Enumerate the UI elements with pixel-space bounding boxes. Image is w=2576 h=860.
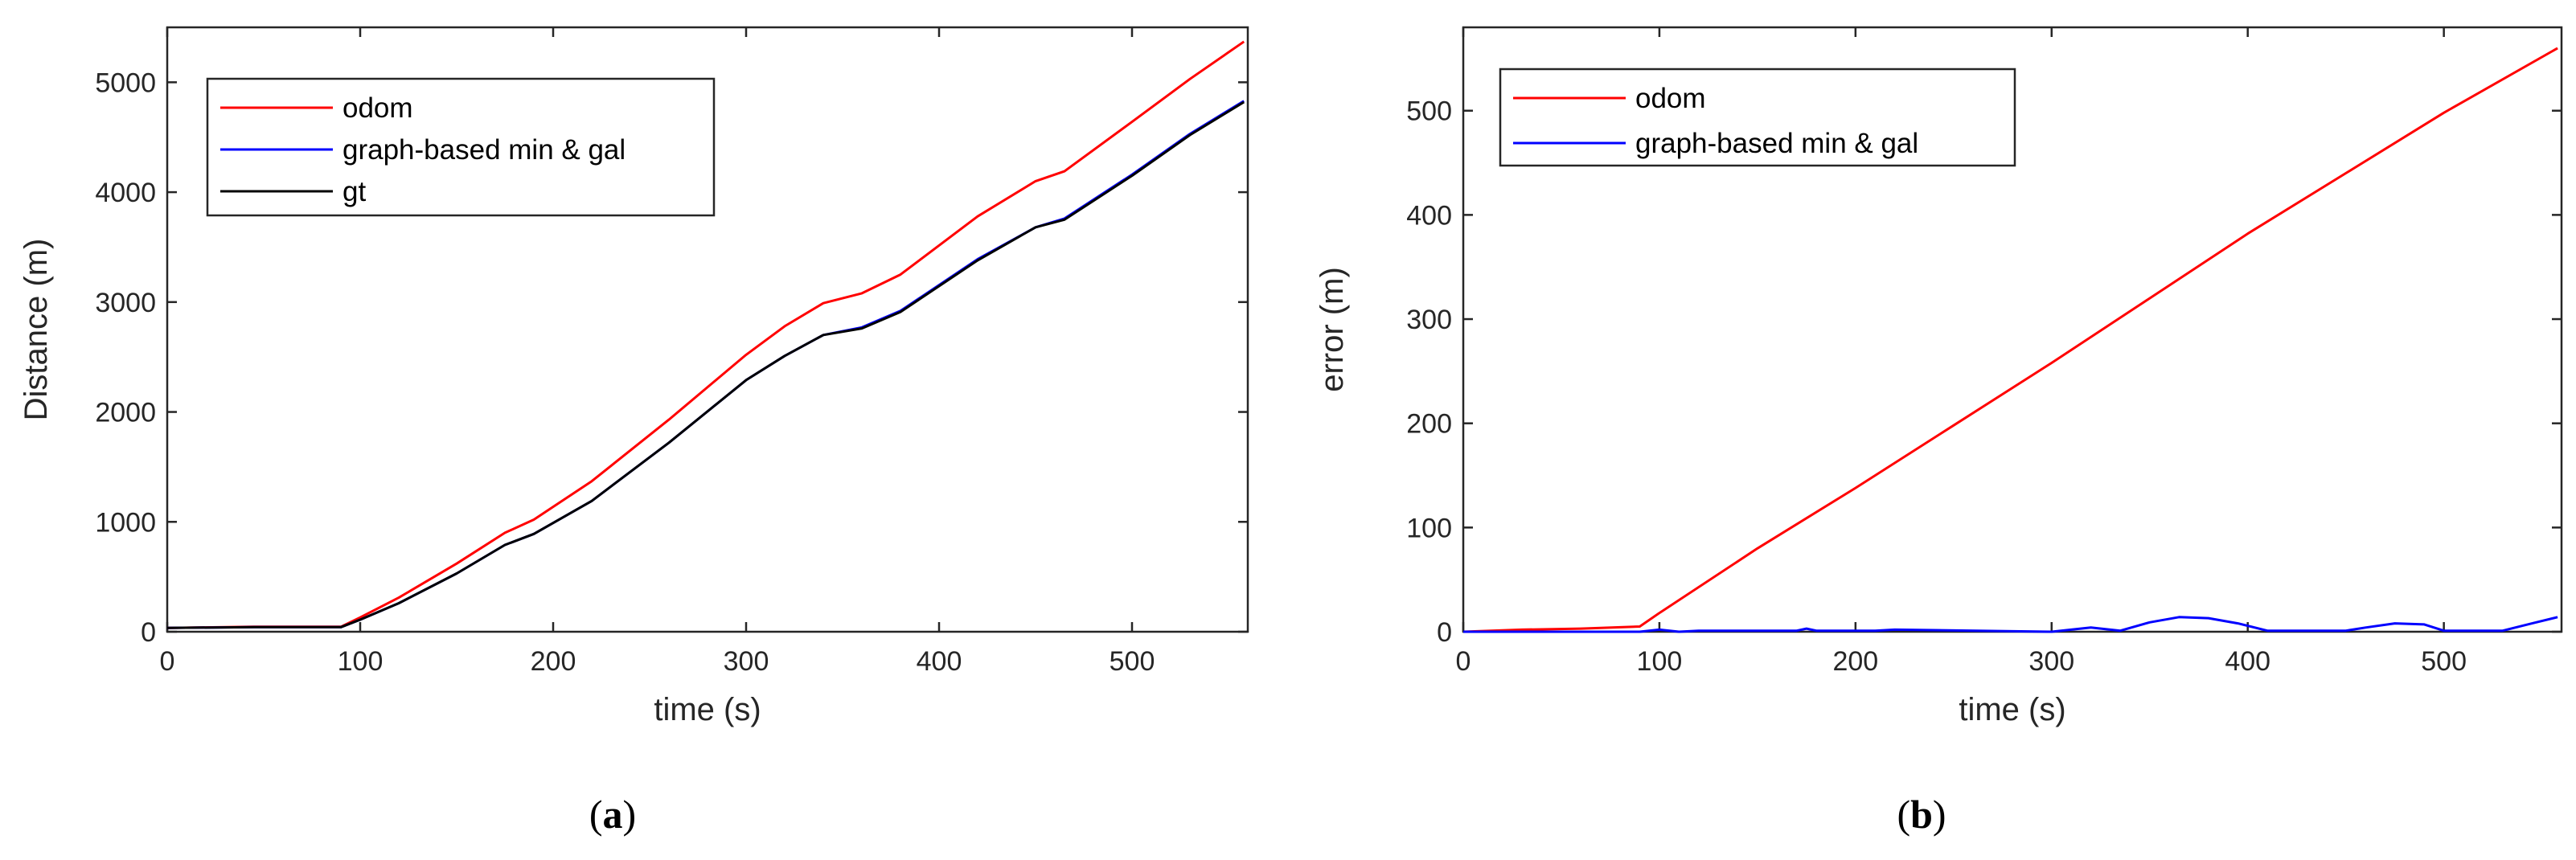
panel-b-y-tick-label: 100 — [1406, 513, 1452, 543]
panel-a-y-tick-label: 2000 — [95, 398, 156, 428]
panel-a-series-line — [166, 40, 1245, 629]
panel-a-panel-label: (a) — [589, 792, 636, 837]
panel-b-series-line — [1462, 47, 2558, 633]
panel-b-series-line — [1463, 616, 2558, 633]
panel-b-y-axis-label: error (m) — [1315, 267, 1350, 392]
panel-b-y-tick-label: 400 — [1406, 200, 1452, 231]
panel-b-x-tick-label: 200 — [1832, 646, 1878, 677]
panel-a-legend-label: odom — [343, 92, 413, 124]
panel-b-x-tick-label: 300 — [2028, 646, 2074, 677]
panel-a-x-tick-label: 0 — [160, 646, 175, 677]
panel-b-x-tick-label: 400 — [2225, 646, 2270, 677]
panel-a-legend-box — [206, 77, 716, 217]
panel-a-series-line — [166, 100, 1245, 629]
panel-b-x-tick-label: 100 — [1637, 646, 1683, 677]
panel-a-y-tick-label: 5000 — [95, 68, 156, 98]
panel-b-y-tick-label: 200 — [1406, 409, 1452, 440]
panel-a-y-tick-label: 4000 — [95, 178, 156, 208]
panel-a-x-tick-label: 200 — [531, 646, 576, 677]
panel-b-legend-label: odom — [1635, 83, 1706, 114]
panel-a-x-tick-label: 300 — [724, 646, 769, 677]
panel-b-y-tick-label: 300 — [1406, 305, 1452, 335]
panel-b-x-tick-label: 0 — [1456, 646, 1471, 677]
panel-a-y-axis-label: Distance (m) — [18, 239, 54, 421]
panel-b-y-tick-label: 0 — [1437, 617, 1452, 648]
panel-a-x-tick-label: 500 — [1110, 646, 1155, 677]
panel-a-y-tick-label: 3000 — [95, 288, 156, 318]
panel-b-y-tick-label: 500 — [1406, 96, 1452, 127]
panel-a-x-tick-label: 100 — [338, 646, 384, 677]
panel-b-chart: 0 100 200 300 400 500 0 100 200 300 400 500 time (s)… — [1315, 26, 2563, 837]
panel-b-x-tick-label: 500 — [2421, 646, 2467, 677]
panel-b-x-axis-label: time (s) — [1959, 692, 2065, 727]
panel-a-chart: 0 100 200 300 400 500010002000300040005000tim… — [18, 26, 1249, 837]
panel-a-x-axis-label: time (s) — [654, 692, 761, 727]
panel-a-legend-label: graph-based min & gal — [343, 134, 626, 166]
panel-a-y-tick-label: 0 — [141, 617, 156, 648]
panel-b-panel-label: (b) — [1897, 792, 1946, 837]
panel-b-legend-box — [1499, 68, 2016, 167]
panel-b-legend-label: graph-based min & gal — [1635, 128, 1918, 159]
panel-a-x-tick-label: 400 — [917, 646, 962, 677]
panel-a-legend-label: gt — [343, 176, 366, 207]
panel-a-y-tick-label: 1000 — [95, 507, 156, 538]
